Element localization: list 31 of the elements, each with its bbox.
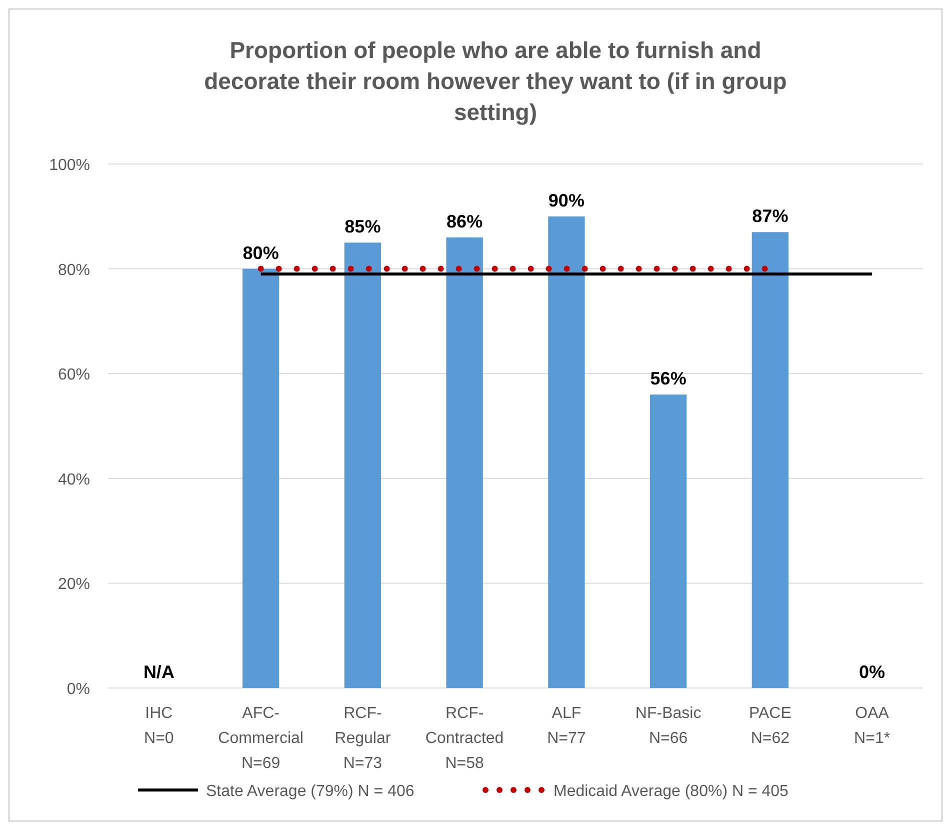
x-tick-label: OAA N=1* (854, 705, 890, 747)
bar (548, 216, 585, 688)
x-tick-label: RCF- Regular N=73 (334, 705, 392, 772)
data-label: 85% (344, 216, 381, 237)
y-tick-label: 60% (58, 366, 90, 384)
data-label: 80% (242, 242, 279, 263)
y-tick-label: 0% (66, 681, 90, 698)
y-tick-label: 40% (58, 471, 90, 488)
data-label: 86% (446, 211, 483, 232)
bar (752, 232, 789, 688)
legend-label: State Average (79%) N = 406 (206, 783, 414, 800)
x-tick-label: NF-Basic N=66 (635, 705, 702, 747)
data-label: 0% (859, 662, 886, 682)
bar (242, 268, 280, 688)
data-label: 56% (650, 368, 686, 389)
y-tick-label: 100% (49, 157, 90, 174)
bar (650, 394, 687, 688)
chart-title: Proportion of people who are able to furnish and decorate their room however they want to (if in group setting) (204, 37, 787, 125)
x-tick-label: IHC N=0 (144, 705, 174, 747)
bar (446, 237, 483, 688)
x-tick-label: AFC- Commercial N=69 (218, 705, 304, 772)
text: N/A (143, 662, 174, 682)
x-tick-label: PACE N=62 (748, 705, 792, 747)
y-tick-label: 20% (58, 576, 90, 594)
data-label: 90% (548, 190, 584, 210)
y-tick-label: 80% (58, 262, 90, 279)
x-tick-label: RCF- Contracted N=58 (425, 705, 504, 772)
legend-label: Medicaid Average (80%) N = 405 (554, 783, 789, 800)
x-tick-label: ALF N=77 (547, 705, 586, 747)
bar (344, 242, 382, 688)
data-label: 87% (752, 206, 788, 226)
